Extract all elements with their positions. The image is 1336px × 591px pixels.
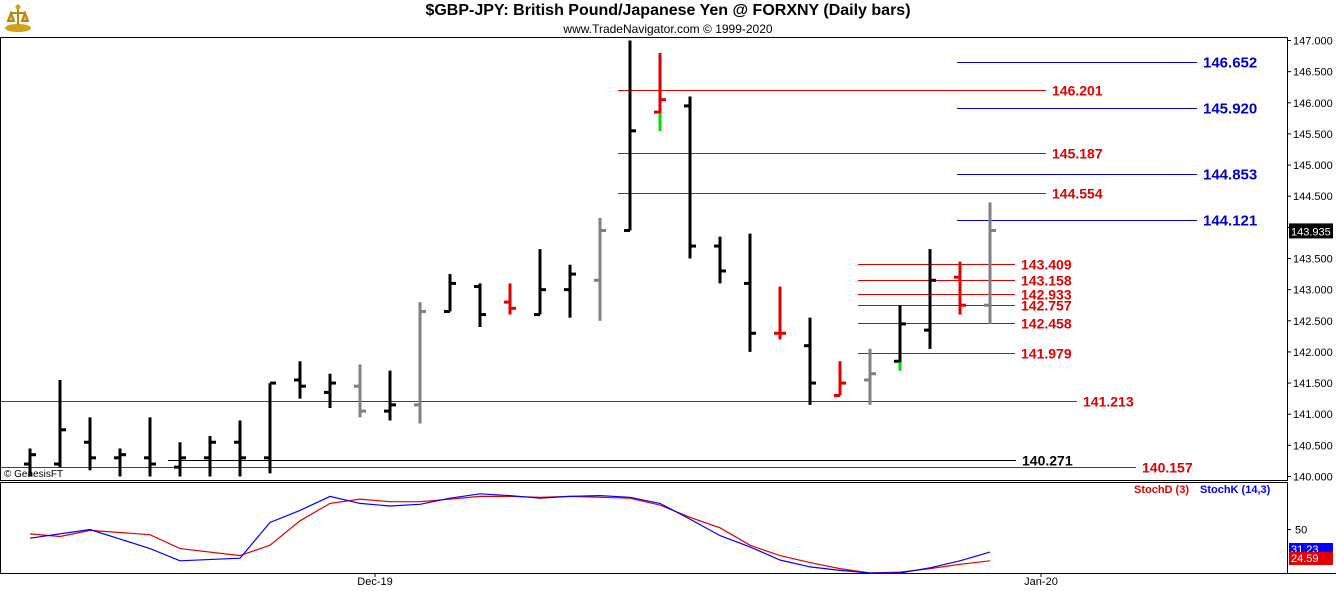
price-axis-label: 146.500 xyxy=(1293,67,1333,79)
price-axis-label: 147.000 xyxy=(1293,36,1333,48)
level-label: 142.458 xyxy=(1021,316,1072,332)
price-axis-label: 143.000 xyxy=(1293,285,1333,297)
price-axis-label: 141.000 xyxy=(1293,409,1333,421)
level-label: 144.554 xyxy=(1052,186,1103,202)
price-axis-label: 143.500 xyxy=(1293,254,1333,266)
last-price-box xyxy=(1289,223,1333,239)
level-label: 146.201 xyxy=(1052,83,1103,99)
chart-title: $GBP-JPY: British Pound/Japanese Yen @ F… xyxy=(425,2,911,19)
stochastic-d-line xyxy=(29,495,991,574)
level-label: 144.121 xyxy=(1203,213,1257,230)
stochastic-d-legend: StochD (3) xyxy=(1134,484,1189,496)
level-label: 141.979 xyxy=(1021,346,1072,362)
level-label: 140.271 xyxy=(1022,453,1073,469)
price-panel-frame xyxy=(0,37,1288,481)
level-label: 145.920 xyxy=(1203,101,1257,118)
level-label: 144.853 xyxy=(1203,167,1257,184)
price-axis-label: 145.500 xyxy=(1293,129,1333,141)
price-axis-label: 145.000 xyxy=(1293,160,1333,172)
time-axis-label: Dec-19 xyxy=(357,576,392,588)
stochastic-d-value-label: 24.59 xyxy=(1291,553,1319,565)
level-label: 143.409 xyxy=(1021,257,1072,273)
chart-subtitle: www.TradeNavigator.com © 1999-2020 xyxy=(563,22,773,36)
price-axis-label: 141.500 xyxy=(1293,378,1333,390)
level-label: 142.933 xyxy=(1021,287,1072,303)
price-axis-label: 142.500 xyxy=(1293,316,1333,328)
stochastic-axis-label: 50 xyxy=(1295,525,1307,537)
price-axis-label: 140.500 xyxy=(1293,440,1333,452)
trade-navigator-logo-icon xyxy=(5,4,31,32)
level-label: 145.187 xyxy=(1052,146,1103,162)
level-label: 143.158 xyxy=(1021,273,1072,289)
stochastic-k-line xyxy=(29,493,991,574)
price-axis-label: 142.000 xyxy=(1293,347,1333,359)
price-axis-label: 140.000 xyxy=(1293,472,1333,484)
price-axis-label: 144.500 xyxy=(1293,191,1333,203)
price-axis-label: 146.000 xyxy=(1293,98,1333,110)
level-label: 142.757 xyxy=(1021,298,1072,314)
last-price-label: 143.935 xyxy=(1291,226,1331,238)
credit-label: © GenesisFT xyxy=(4,469,64,480)
level-label: 140.157 xyxy=(1142,460,1193,476)
level-label: 141.213 xyxy=(1083,394,1134,410)
stochastic-d-value-box xyxy=(1289,552,1333,565)
level-label: 146.652 xyxy=(1203,55,1257,72)
time-axis-label: Jan-20 xyxy=(1024,576,1058,588)
stochastic-k-legend: StochK (14,3) xyxy=(1200,484,1271,496)
